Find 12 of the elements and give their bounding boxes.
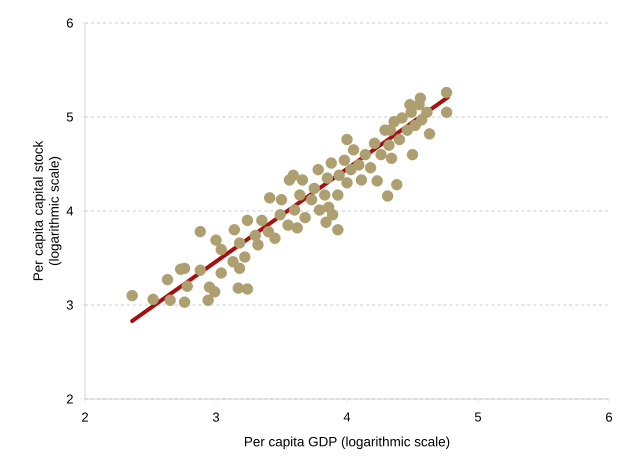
y-tick-label: 2 [66,394,73,404]
y-tick-label: 5 [66,112,73,122]
y-tick-label: 6 [66,18,73,28]
x-tick-label: 2 [82,412,88,422]
y-tick-label: 4 [66,206,74,216]
y-axis-title: Per capita capital stock (logarithmic scale) [32,140,62,280]
x-tick-label: 5 [474,412,482,422]
x-axis-title: Per capita GDP (logarithmic scale) [244,436,450,450]
x-tick-label: 3 [212,412,220,422]
y-tick-label: 3 [66,300,73,310]
x-tick-label: 4 [344,412,350,422]
x-tick-label: 6 [606,412,612,422]
